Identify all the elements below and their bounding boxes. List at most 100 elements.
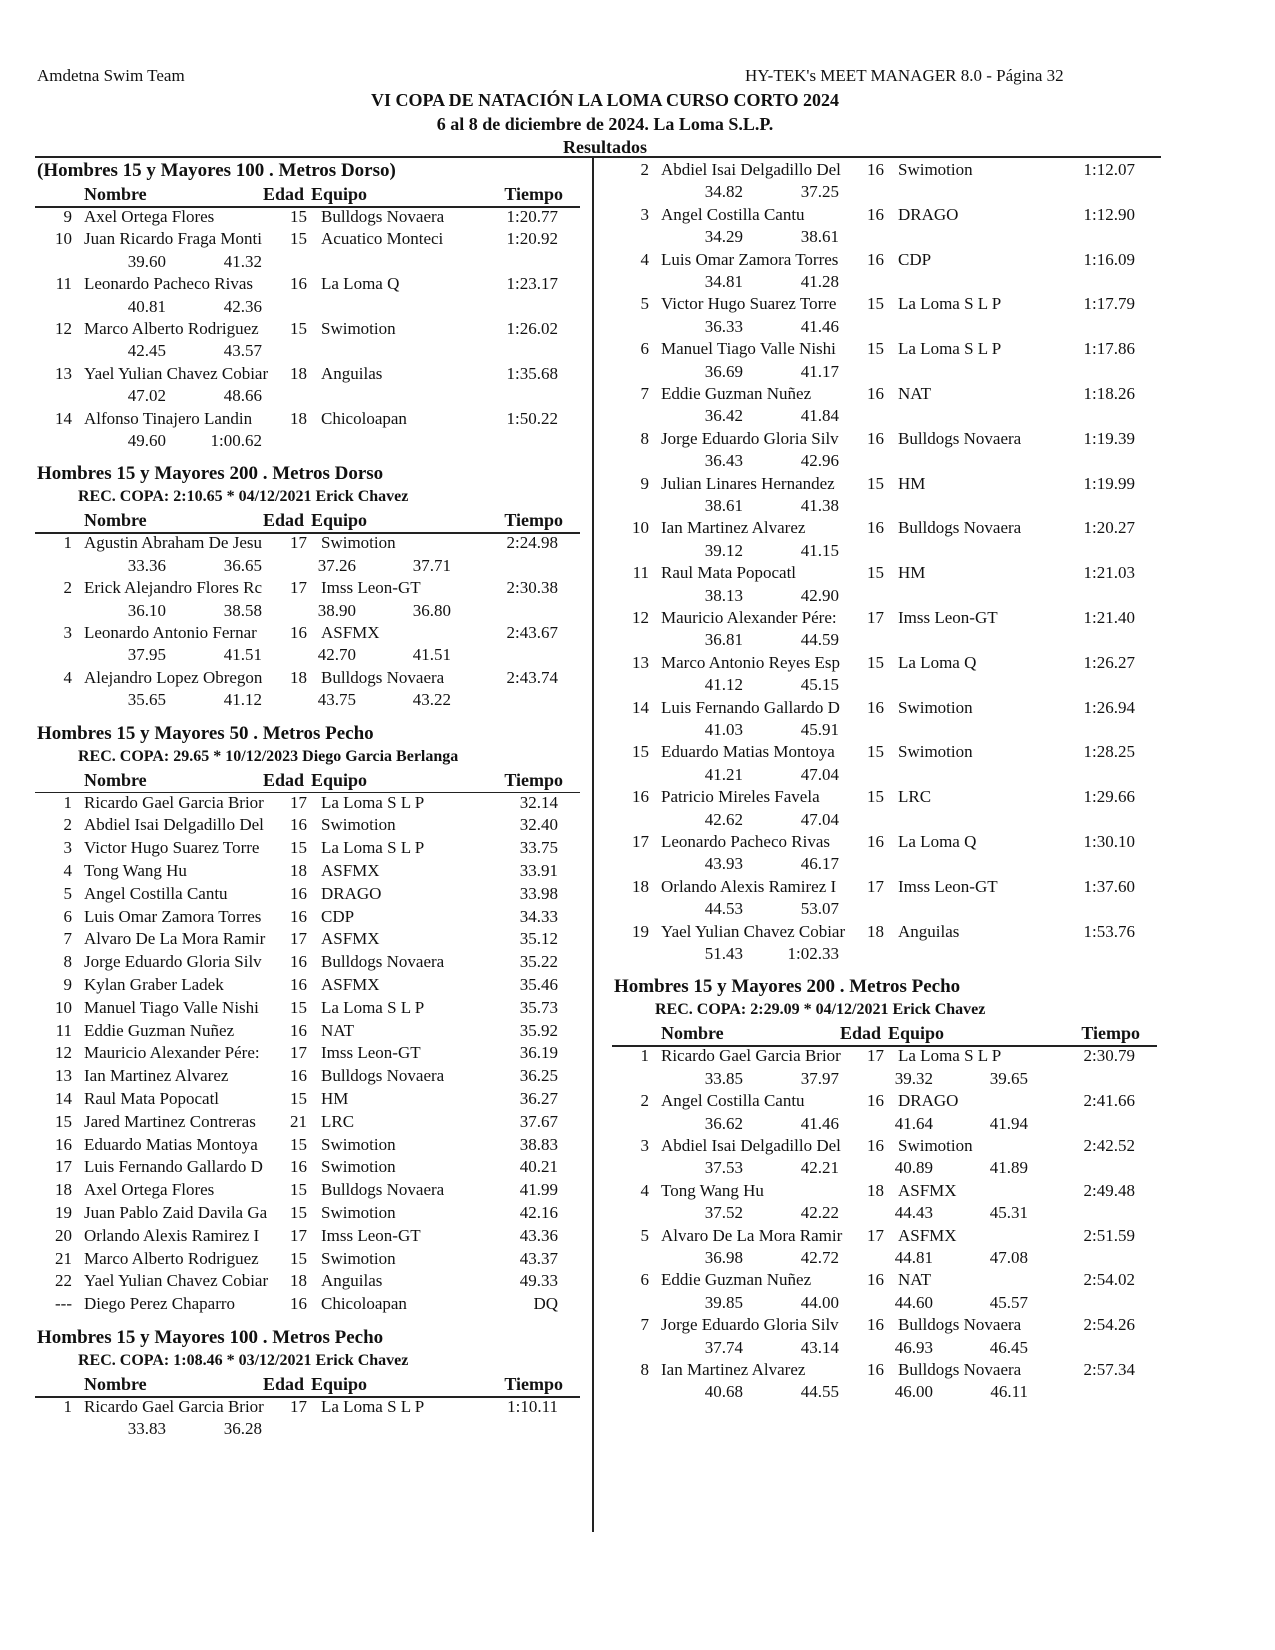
age: 15 [867,339,884,359]
split: 46.93 [894,1337,933,1357]
time: 41.99 [519,1180,558,1200]
split: 43.75 [317,690,356,710]
split: 36.81 [704,630,743,650]
swimmer-name: Alvaro De La Mora Ramir [84,929,266,949]
swimmer-name: Kylan Graber Ladek [84,975,224,994]
split: 46.45 [989,1337,1028,1357]
swimmer-name: Jorge Eduardo Gloria Silv [661,428,839,448]
swimmer-name: Ian Martinez Alvarez [84,1066,229,1086]
time: 43.37 [519,1248,558,1268]
place: 8 [640,428,650,448]
time: 35.12 [519,929,558,949]
swimmer-name: Mauricio Alexander Pére: [661,608,837,627]
split: 36.69 [704,361,743,381]
time: 2:24.98 [506,533,558,553]
place: 16 [55,1134,72,1154]
swimmer-name: Marco Antonio Reyes Esp [661,652,840,672]
swimmer-name: Erick Alejandro Flores Rc [84,578,262,598]
swimmer-name: Victor Hugo Suarez Torre [661,294,837,314]
header-underline [612,1045,1157,1047]
place: 13 [55,1066,72,1086]
time: 34.33 [519,906,558,926]
time: 2:30.79 [1083,1046,1135,1066]
swimmer-name: Ian Martinez Alvarez [661,518,806,538]
split: 36.65 [223,555,262,575]
split: 46.17 [800,854,839,874]
place: 10 [55,997,72,1017]
swimmer-name: Juan Pablo Zaid Davila Ga [84,1203,268,1222]
team: Anguilas [321,363,383,383]
place: 6 [63,906,73,926]
col-header: Equipo [311,769,368,790]
time: 1:18.26 [1083,384,1135,403]
split: 42.62 [704,809,743,829]
swimmer-name: Eddie Guzman Nuñez [661,1270,812,1290]
split: 33.83 [127,1419,166,1439]
swimmer-name: Abdiel Isai Delgadillo Del [661,1136,841,1155]
time: 35.92 [519,1020,558,1040]
split: 42.22 [800,1203,839,1223]
team: NAT [898,384,932,403]
time: 1:12.07 [1083,160,1135,179]
col-header: Equipo [311,510,368,531]
swimmer-name: Leonardo Pacheco Rivas [661,832,830,851]
col-header: Tiempo [504,1374,563,1394]
time: 1:50.22 [506,408,558,428]
team: Imss Leon-GT [321,578,421,598]
time: 1:21.40 [1083,608,1135,627]
split: 41.12 [223,690,262,710]
split: 41.84 [800,406,839,426]
swimmer-name: Alejandro Lopez Obregon [84,667,263,687]
team: LRC [898,787,932,807]
age: 17 [867,876,884,896]
split: 41.46 [800,316,839,336]
header-underline [35,532,580,534]
place: 3 [640,204,650,224]
age: 16 [867,1315,884,1335]
record: REC. COPA: 2:29.09 * 04/12/2021 Erick Ch… [655,1001,986,1019]
split: 41.03 [704,720,743,739]
time: 1:12.90 [1083,204,1135,224]
split: 42.45 [127,341,166,361]
age: 15 [290,207,307,226]
place: 22 [55,1271,72,1291]
age: 16 [290,1066,307,1086]
split: 44.53 [704,899,743,919]
col-header: Equipo [888,1023,945,1044]
split: 37.97 [800,1068,839,1088]
place: 3 [63,623,73,642]
meet-subtitle: 6 al 8 de diciembre de 2024. La Loma S.L… [436,114,774,134]
place: 1 [63,1397,73,1416]
place: 2 [640,1091,650,1111]
place: 17 [55,1157,72,1177]
swimmer-name: Tong Wang Hu [661,1180,764,1200]
team: Imss Leon-GT [898,608,998,627]
place: 13 [632,652,649,672]
split: 41.12 [704,675,743,695]
split: 36.43 [704,451,743,471]
team: ASFMX [898,1180,957,1200]
time: 32.14 [519,792,558,812]
place: 14 [55,1089,72,1108]
team: HM [898,563,926,583]
team: DRAGO [898,1091,959,1111]
age: 17 [290,1397,307,1416]
split: 36.62 [704,1113,743,1133]
age: 17 [290,533,307,553]
col-header: Equipo [311,1374,368,1394]
split: 41.46 [800,1113,839,1133]
swimmer-name: Abdiel Isai Delgadillo Del [661,160,841,179]
place: 5 [63,883,73,903]
time: 1:20.27 [1083,518,1135,538]
age: 16 [290,1157,307,1177]
team: Swimotion [321,1134,396,1154]
swimmer-name: Yael Yulian Chavez Cobiar [661,921,846,941]
age: 15 [290,1134,307,1154]
split: 48.66 [223,386,262,406]
team: Bulldogs Novaera [898,1315,1022,1335]
age: 16 [867,204,884,224]
age: 16 [290,952,307,972]
swimmer-name: Patricio Mireles Favela [661,787,820,807]
split: 34.29 [704,227,743,247]
team: Swimotion [898,160,973,179]
